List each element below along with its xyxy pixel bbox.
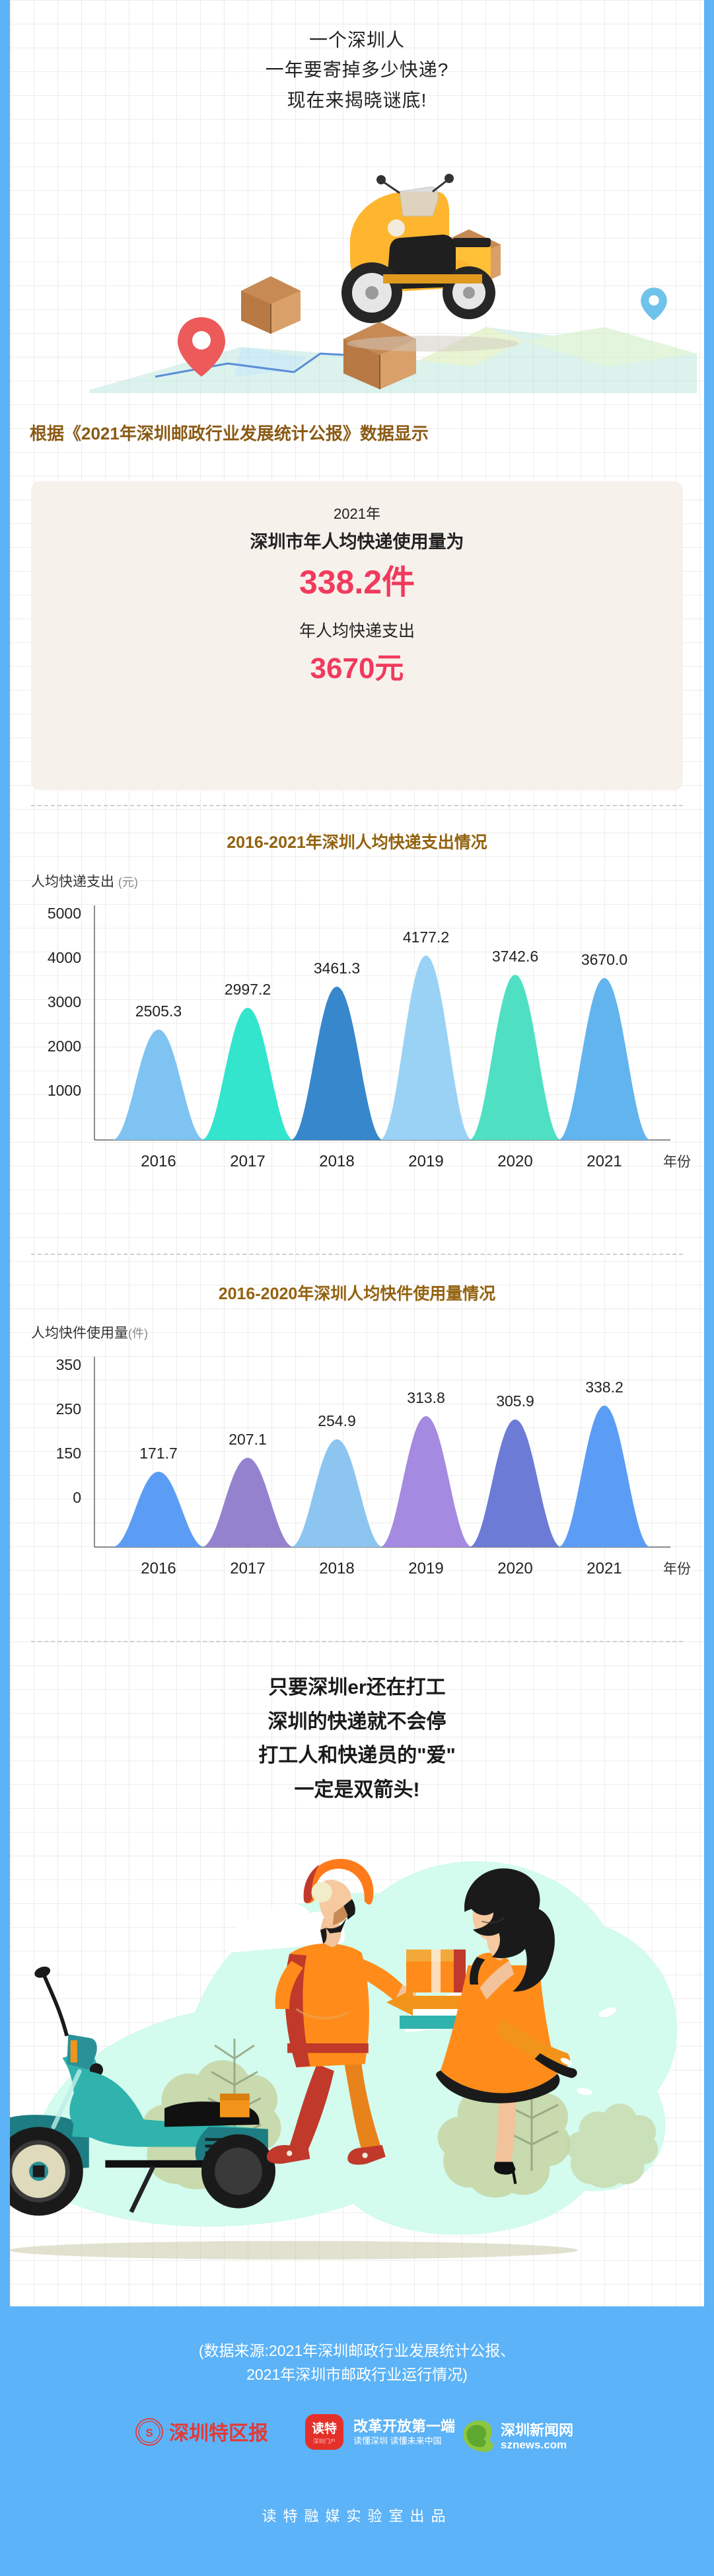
svg-text:2019: 2019 (408, 1153, 443, 1170)
svg-text:sznews.com: sznews.com (501, 2439, 567, 2451)
svg-text:2016: 2016 (141, 1560, 176, 1577)
svg-text:5000: 5000 (48, 905, 81, 922)
svg-text:2020: 2020 (497, 1153, 532, 1170)
svg-text:171.7: 171.7 (139, 1445, 178, 1462)
svg-text:2018: 2018 (319, 1560, 354, 1577)
svg-text:250: 250 (56, 1400, 81, 1418)
svg-text:2020: 2020 (497, 1560, 532, 1577)
svg-text:读特: 读特 (312, 2421, 337, 2436)
svg-text:3670.0: 3670.0 (581, 951, 627, 968)
svg-text:350: 350 (56, 1356, 81, 1373)
svg-text:150: 150 (56, 1445, 81, 1462)
svg-text:1000: 1000 (48, 1082, 81, 1099)
svg-text:338.2: 338.2 (585, 1379, 624, 1396)
svg-text:年份: 年份 (663, 1155, 691, 1170)
svg-text:3742.6: 3742.6 (492, 948, 538, 965)
svg-text:2016: 2016 (141, 1153, 176, 1170)
svg-text:深圳特区报: 深圳特区报 (169, 2423, 268, 2444)
svg-text:2997.2: 2997.2 (225, 981, 271, 998)
svg-text:0: 0 (73, 1489, 81, 1506)
svg-text:2505.3: 2505.3 (135, 1003, 182, 1020)
svg-text:2019: 2019 (408, 1560, 443, 1577)
svg-text:2021: 2021 (587, 1153, 622, 1170)
svg-text:2017: 2017 (230, 1560, 265, 1577)
svg-text:254.9: 254.9 (318, 1412, 356, 1429)
svg-text:深圳门户: 深圳门户 (313, 2438, 336, 2444)
svg-text:4177.2: 4177.2 (403, 928, 449, 946)
svg-text:2000: 2000 (48, 1038, 81, 1055)
svg-text:2017: 2017 (230, 1153, 265, 1170)
svg-text:改革开放第一端: 改革开放第一端 (353, 2418, 455, 2435)
svg-text:S: S (145, 2427, 153, 2439)
svg-text:3461.3: 3461.3 (314, 960, 360, 977)
svg-text:年份: 年份 (663, 1562, 691, 1577)
svg-text:313.8: 313.8 (407, 1389, 445, 1406)
svg-text:305.9: 305.9 (496, 1392, 534, 1410)
svg-text:207.1: 207.1 (229, 1431, 267, 1448)
svg-text:4000: 4000 (48, 949, 81, 966)
svg-text:2018: 2018 (319, 1153, 354, 1170)
svg-text:3000: 3000 (48, 993, 81, 1010)
svg-text:深圳新闻网: 深圳新闻网 (501, 2422, 573, 2439)
svg-text:2021: 2021 (587, 1560, 622, 1577)
svg-text:读懂深圳 读懂未来中国: 读懂深圳 读懂未来中国 (353, 2436, 442, 2446)
